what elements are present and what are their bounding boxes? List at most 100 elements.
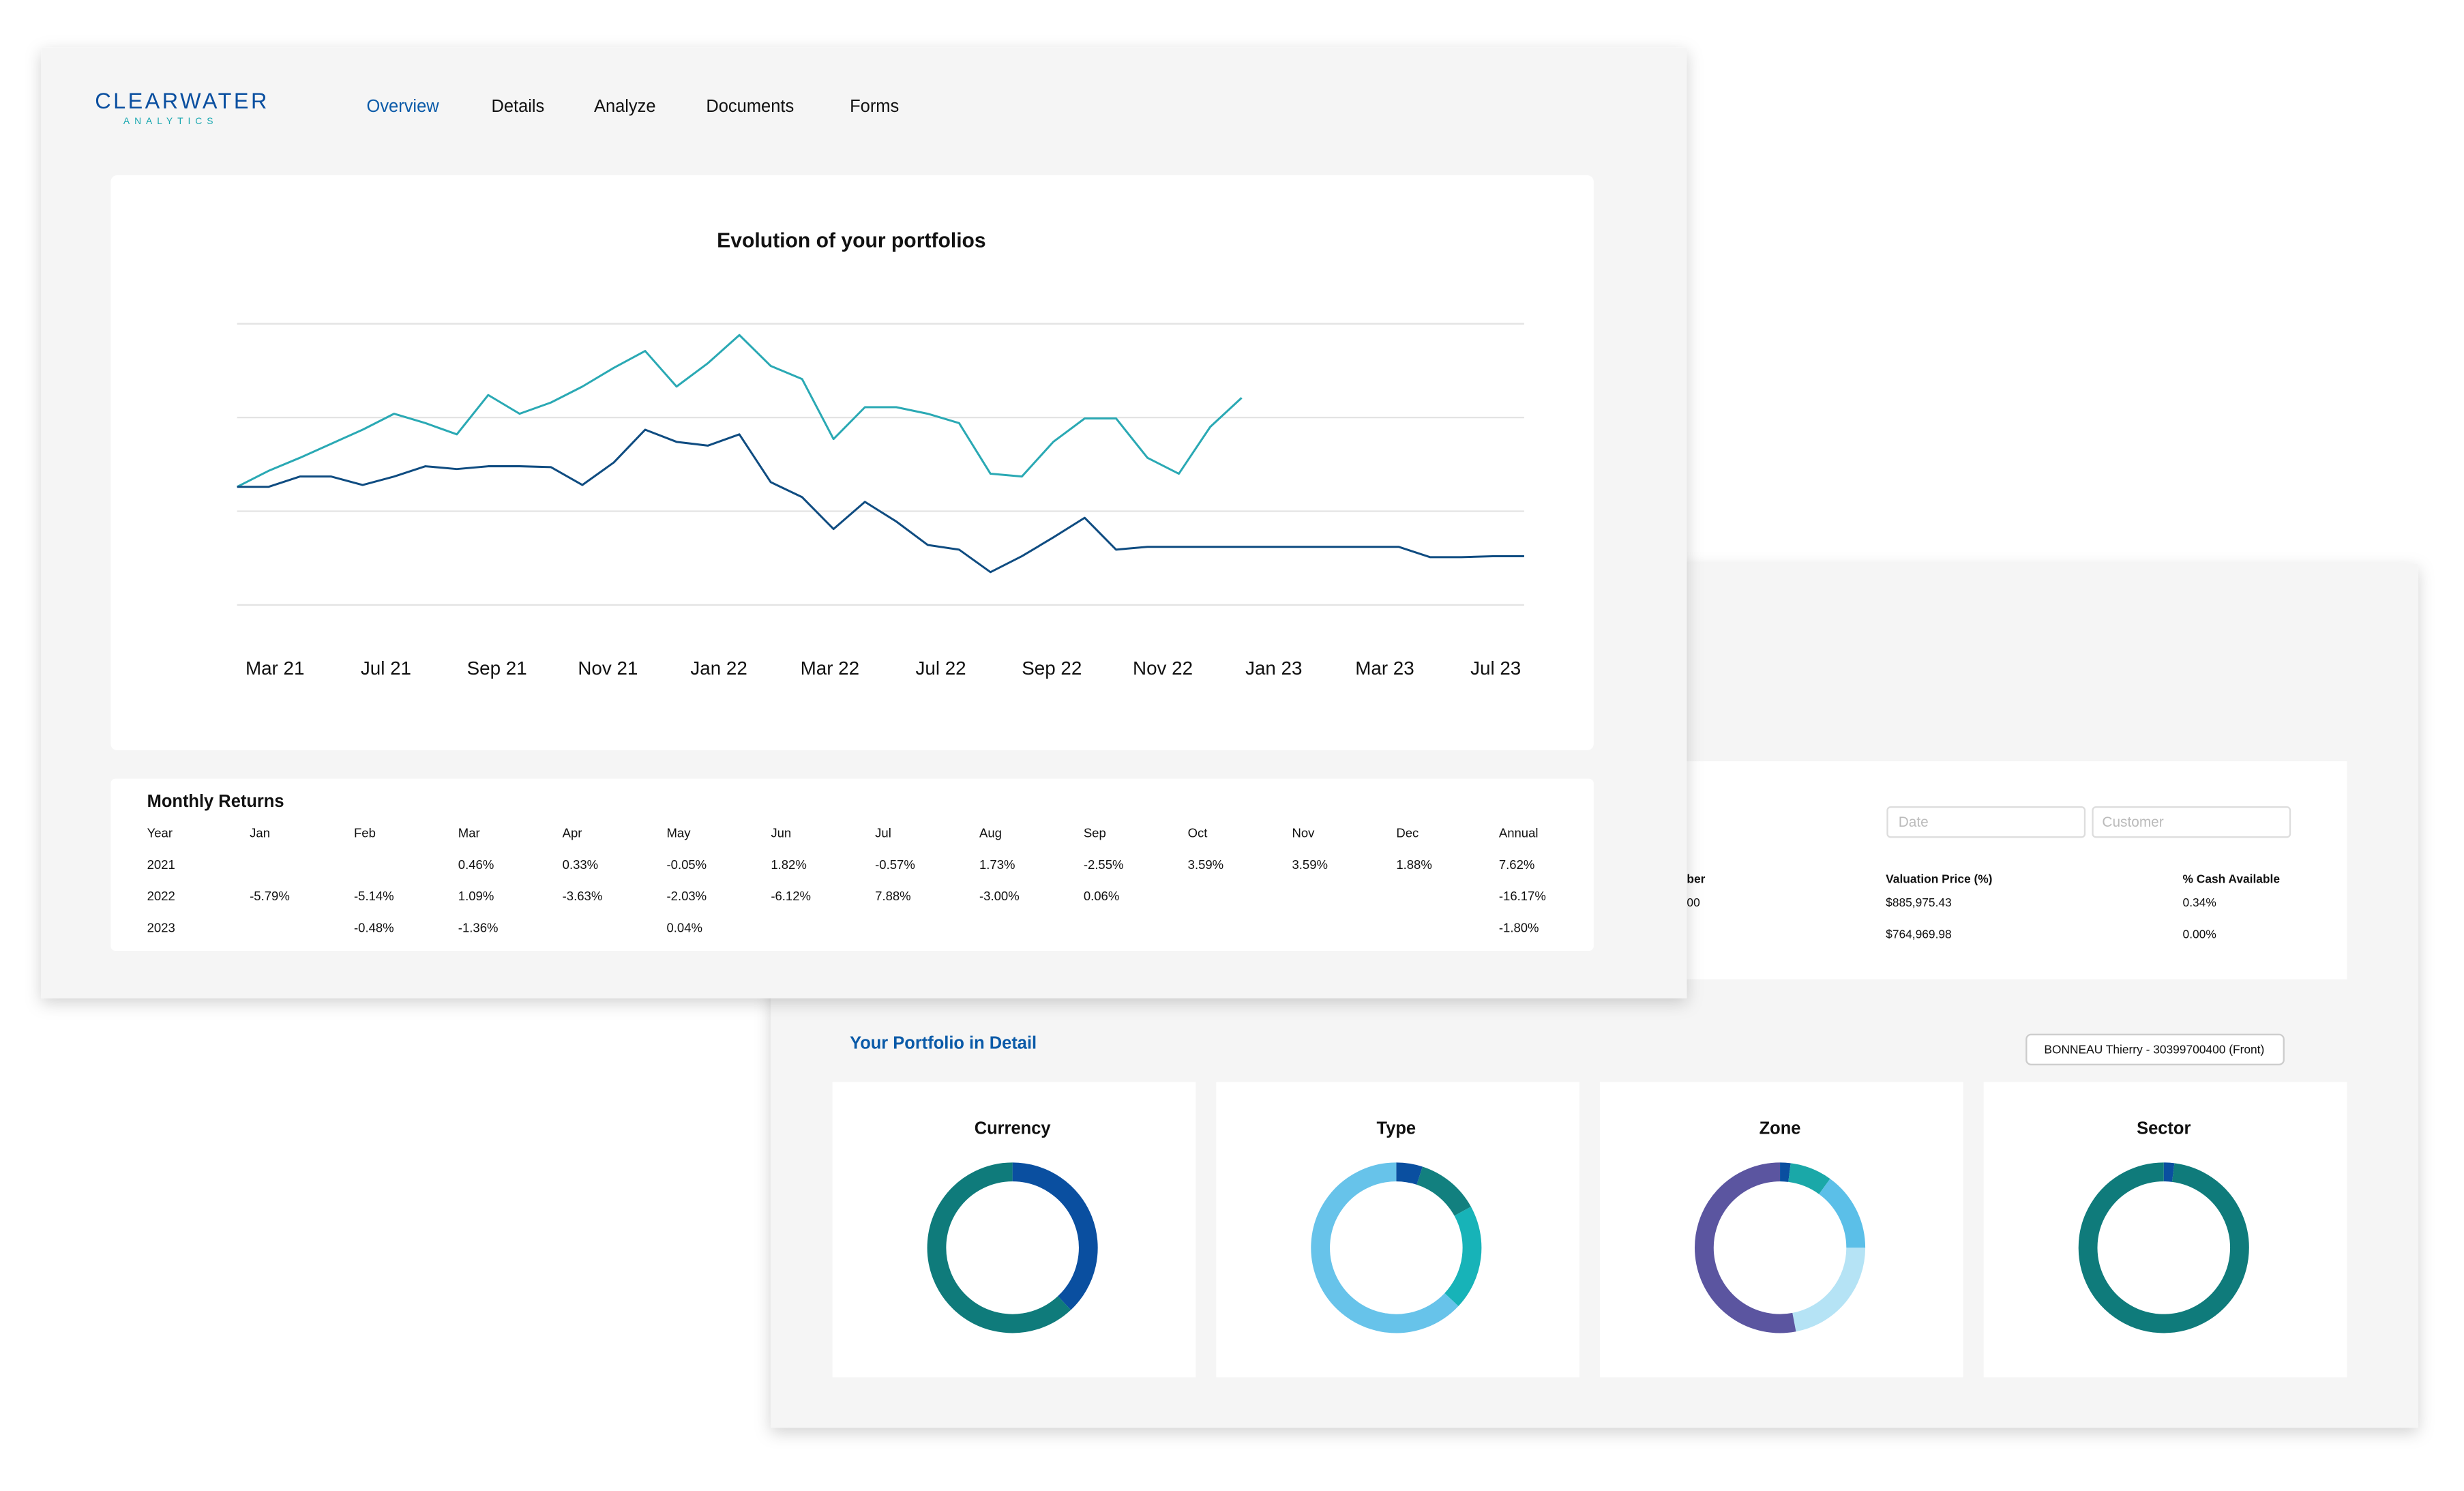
column-header: Jun (771, 826, 791, 840)
column-header: Year (147, 826, 173, 840)
column-header: Apr (563, 826, 582, 840)
column-header: Aug (979, 826, 1002, 840)
x-tick-label: Jan 23 (1245, 658, 1302, 679)
table-cell: -1.36% (458, 921, 499, 935)
column-header: Valuation Price (%) (1886, 872, 1992, 885)
column-header: Annual (1499, 826, 1539, 840)
table-cell: -1.80% (1499, 921, 1539, 935)
column-header: Nov (1292, 826, 1315, 840)
chart-title: Evolution of your portfolios (717, 229, 986, 252)
x-tick-label: Jan 22 (690, 658, 747, 679)
series-line (236, 334, 1243, 488)
input-placeholder: Date (1899, 814, 1929, 830)
column-header: May (666, 826, 691, 840)
table-cell: 2022 (147, 889, 175, 903)
table-panel (110, 778, 1594, 951)
x-tick-label: Jul 21 (361, 658, 411, 679)
x-tick-label: Mar 21 (246, 658, 304, 679)
table-cell: 00 (1687, 896, 1699, 909)
nav-item: Documents (706, 97, 794, 116)
table-cell: 2021 (147, 857, 175, 872)
table-cell: -5.14% (354, 889, 394, 903)
donut-segment (1416, 1166, 1471, 1216)
donut-segment (1787, 1163, 1830, 1194)
x-tick-label: Jul 23 (1470, 658, 1521, 679)
table-cell: 1.73% (979, 857, 1015, 872)
table-cell: 0.00% (2183, 927, 2216, 941)
table-cell: 1.88% (1396, 857, 1432, 872)
table-title: Monthly Returns (147, 792, 284, 811)
x-tick-label: Mar 22 (801, 658, 859, 679)
table-cell: 3.59% (1292, 857, 1328, 872)
table-cell: 1.82% (771, 857, 807, 872)
table-cell: 3.59% (1188, 857, 1224, 872)
nav-item: Details (491, 97, 544, 116)
section-title: Your Portfolio in Detail (850, 1033, 1037, 1052)
table-cell: -16.17% (1499, 889, 1546, 903)
donut-segment (1792, 1247, 1866, 1332)
nav-item: Overview (367, 97, 440, 116)
table-cell: 0.06% (1084, 889, 1120, 903)
nav-item: Forms (850, 97, 899, 116)
table-cell: 1.09% (458, 889, 494, 903)
table-cell: -0.57% (875, 857, 915, 872)
table-cell: $885,975.43 (1886, 896, 1952, 909)
table-cell: -0.05% (666, 857, 707, 872)
table-cell: 0.46% (458, 857, 494, 872)
logo: CLEARWATER (95, 89, 269, 113)
x-tick-label: Nov 21 (578, 658, 638, 679)
chart-panel (110, 175, 1594, 750)
donut-segment (1695, 1162, 1796, 1333)
x-tick-label: Nov 22 (1133, 658, 1193, 679)
x-tick-label: Sep 21 (467, 658, 527, 679)
date-input[interactable] (1886, 806, 2086, 838)
donut-title: Type (1377, 1119, 1416, 1138)
table-cell: 7.62% (1499, 857, 1535, 872)
table-cell: 0.34% (2183, 896, 2216, 909)
table-cell: 0.04% (666, 921, 702, 935)
table-cell: -3.00% (979, 889, 1020, 903)
table-cell: -3.63% (563, 889, 603, 903)
logo-sub: ANALYTICS (123, 115, 218, 126)
x-tick-label: Mar 23 (1355, 658, 1414, 679)
input-placeholder: Customer (2102, 814, 2163, 830)
column-header: Sep (1084, 826, 1106, 840)
x-tick-label: Sep 22 (1022, 658, 1082, 679)
table-cell: 7.88% (875, 889, 911, 903)
table-cell: -2.55% (1084, 857, 1124, 872)
donut-title: Zone (1760, 1119, 1801, 1138)
front-window: CLEARWATER ANALYTICS Evolution of your p… (41, 47, 1687, 999)
column-header: Jan (250, 826, 270, 840)
account-select[interactable] (2025, 1033, 2285, 1065)
donut-title: Sector (2137, 1119, 2191, 1138)
column-header: % Cash Available (2183, 872, 2281, 885)
table-cell: -2.03% (666, 889, 707, 903)
table-cell: $764,969.98 (1886, 927, 1952, 941)
donut-title: Currency (975, 1119, 1052, 1138)
donut-segment (927, 1162, 1071, 1333)
donut-segment (1395, 1162, 1423, 1185)
donut-segment (1444, 1207, 1482, 1306)
column-header: Dec (1396, 826, 1419, 840)
series-line (237, 428, 1524, 574)
donut-segment (1012, 1162, 1098, 1310)
table-cell: 2023 (147, 921, 175, 935)
donut-segment (1818, 1179, 1866, 1248)
table-cell: -5.79% (250, 889, 290, 903)
table-cell: -0.48% (354, 921, 394, 935)
column-header: Oct (1188, 826, 1208, 840)
holdings-panel (1579, 761, 2347, 979)
table-cell: 0.33% (563, 857, 599, 872)
customer-input[interactable] (2092, 806, 2291, 838)
account-label: BONNEAU Thierry - 30399700400 (Front) (2044, 1043, 2264, 1057)
column-header: Mar (458, 826, 480, 840)
column-header: Feb (354, 826, 376, 840)
nav-item: Analyze (594, 97, 656, 116)
donut-segment (2078, 1162, 2249, 1333)
table-cell: -6.12% (771, 889, 811, 903)
x-tick-label: Jul 22 (916, 658, 966, 679)
column-header: ber (1687, 872, 1705, 885)
donut-segment (1311, 1162, 1459, 1333)
